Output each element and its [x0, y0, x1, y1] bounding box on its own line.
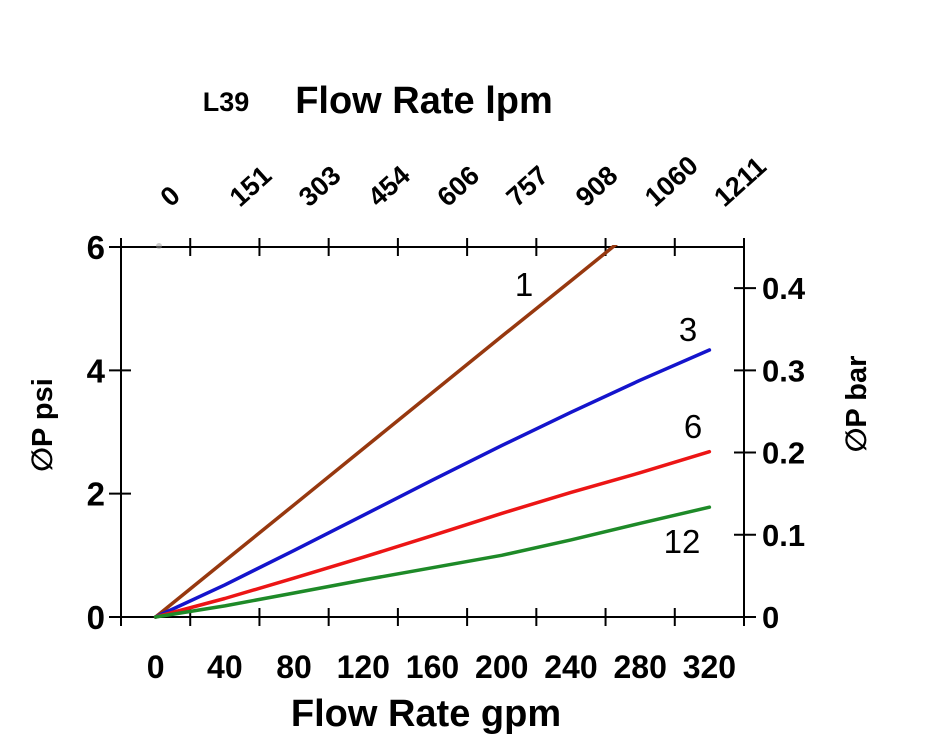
top-tick-label: 151 [224, 160, 278, 212]
right-tick-label: 0.3 [762, 353, 805, 388]
top-tick-label: 908 [570, 160, 624, 212]
left-axis-title: ∅P psi [27, 378, 59, 472]
curves [153, 245, 712, 619]
bottom-tick-label: 120 [337, 649, 390, 685]
top-tick-label: 1060 [639, 150, 704, 212]
stray-dot [156, 243, 162, 249]
right-tick-label: 0.4 [762, 271, 806, 306]
top-tick-label: 1211 [708, 151, 772, 212]
top-tick-label: 606 [431, 160, 485, 212]
bottom-tick-label: 280 [613, 649, 666, 685]
left-tick-label: 6 [87, 229, 105, 266]
left-tick-label: 2 [87, 476, 105, 513]
curve-label-6: 6 [684, 408, 702, 445]
bottom-tick-label: 40 [207, 649, 243, 685]
bottom-tick-label: 200 [475, 649, 528, 685]
left-tick-label: 4 [87, 352, 106, 389]
curve-1 [153, 245, 619, 619]
right-tick-label: 0.2 [762, 436, 805, 471]
right-tick-label: 0 [762, 600, 779, 635]
top-tick-label: 757 [501, 160, 555, 212]
curve-3 [153, 348, 712, 619]
plot-frame [120, 246, 745, 618]
bottom-tick-label: 160 [406, 649, 459, 685]
bottom-tick-label: 240 [544, 649, 597, 685]
bottom-axis-title: Flow Rate gpm [291, 693, 561, 735]
curve-12 [153, 505, 712, 619]
left-tick-label: 0 [87, 599, 105, 636]
top-axis-title: Flow Rate lpm [295, 80, 553, 122]
curve-6 [153, 449, 712, 619]
model-label: L39 [203, 87, 250, 117]
right-tick-label: 0.1 [762, 518, 805, 553]
curve-label-12: 12 [664, 523, 701, 560]
right-axis-title: ∅P bar [841, 356, 873, 453]
bottom-tick-label: 80 [276, 649, 312, 685]
bottom-tick-label: 320 [683, 649, 736, 685]
top-tick-label: 303 [293, 160, 347, 212]
top-tick-label: 454 [362, 160, 416, 212]
top-tick-label: 0 [155, 180, 186, 212]
curve-label-3: 3 [679, 311, 697, 348]
curve-labels: 1 3 6 12 [515, 266, 702, 560]
bottom-tick-label: 0 [147, 649, 165, 685]
curve-label-1: 1 [515, 266, 533, 303]
